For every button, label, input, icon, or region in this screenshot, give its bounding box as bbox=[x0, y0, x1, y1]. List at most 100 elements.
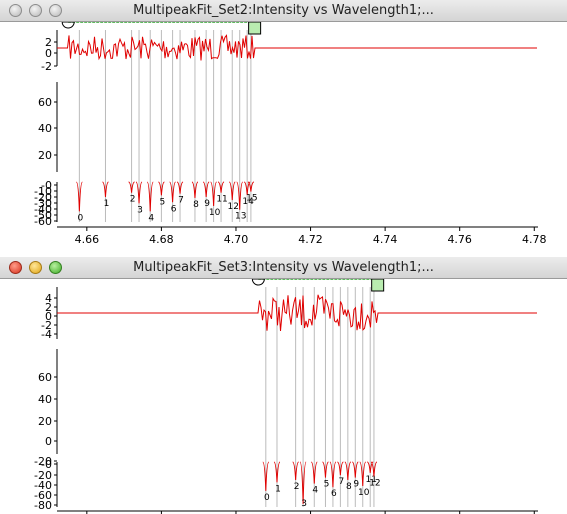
peak-label: 11 bbox=[216, 195, 227, 205]
y-tick-label: -0 bbox=[41, 179, 52, 192]
x-tick-label: 4.66 bbox=[75, 233, 100, 246]
window-title: MultipeakFit_Set3:Intensity vs Wavelengt… bbox=[133, 260, 434, 275]
peak-shape bbox=[128, 181, 135, 193]
peak-label: 4 bbox=[148, 213, 154, 223]
peak-shape bbox=[135, 181, 143, 204]
peak-label: 9 bbox=[204, 199, 210, 209]
peak-label: 0 bbox=[78, 213, 84, 223]
peak-label: 15 bbox=[246, 194, 257, 204]
peak-label: 13 bbox=[235, 212, 246, 222]
close-button[interactable] bbox=[9, 261, 22, 274]
y-tick-label: -80 bbox=[34, 499, 52, 512]
graph-window-set3[interactable]: MultipeakFit_Set3:Intensity vs Wavelengt… bbox=[0, 257, 567, 514]
peak-shape bbox=[210, 181, 218, 207]
y-tick-label: -40 bbox=[34, 479, 52, 492]
peak-label: 3 bbox=[301, 499, 307, 509]
cursor-b-icon bbox=[248, 22, 262, 35]
peak-shape bbox=[299, 461, 307, 505]
peak-shape bbox=[337, 461, 344, 476]
y-tick-label: -20 bbox=[34, 455, 52, 468]
multipeak-graph[interactable]: 420-2-46040200-20-0-20-40-60-804.664.684… bbox=[0, 279, 567, 514]
y-tick-label: 20 bbox=[38, 415, 52, 428]
peak-label: 10 bbox=[209, 208, 221, 218]
peak-label: 5 bbox=[324, 480, 330, 490]
peak-label: 11 bbox=[365, 475, 376, 485]
peak-label: 7 bbox=[339, 477, 345, 487]
y-tick-label: 40 bbox=[38, 122, 52, 135]
peak-shape bbox=[236, 181, 244, 210]
peak-label: 7 bbox=[178, 196, 184, 206]
peak-label: 3 bbox=[137, 205, 143, 215]
peak-shape bbox=[344, 461, 352, 481]
peak-label: 4 bbox=[312, 486, 318, 496]
y-tick-label: 0 bbox=[45, 310, 52, 323]
peak-shape bbox=[202, 181, 210, 197]
peak-shape bbox=[329, 461, 337, 488]
peak-shape bbox=[292, 461, 299, 481]
peak-label: 9 bbox=[353, 480, 359, 490]
zoom-button[interactable] bbox=[49, 261, 62, 274]
y-tick-label: 20 bbox=[38, 149, 52, 162]
peak-shape bbox=[217, 181, 225, 193]
peak-label: 6 bbox=[171, 204, 177, 214]
peak-label: 0 bbox=[264, 493, 270, 503]
residual-trace bbox=[57, 34, 537, 61]
y-tick-label: 40 bbox=[38, 393, 52, 406]
y-tick-label: -30 bbox=[34, 197, 52, 210]
graph-window-set2[interactable]: MultipeakFit_Set2:Intensity vs Wavelengt… bbox=[0, 0, 567, 257]
peak-label: 1 bbox=[275, 484, 281, 494]
peak-shape bbox=[247, 181, 255, 192]
peak-label: 8 bbox=[193, 200, 199, 210]
peak-label: 5 bbox=[160, 197, 166, 207]
cursor-a-icon bbox=[251, 279, 265, 286]
peak-shape bbox=[146, 181, 154, 212]
peak-label: 12 bbox=[369, 478, 380, 488]
residual-trace bbox=[57, 294, 537, 332]
y-tick-label: -0 bbox=[41, 458, 52, 471]
y-tick-label: 4 bbox=[45, 292, 52, 305]
peak-label: 6 bbox=[331, 489, 337, 499]
x-tick-label: 4.68 bbox=[149, 233, 174, 246]
peak-shape bbox=[169, 181, 176, 203]
y-tick-label: 0 bbox=[45, 47, 52, 60]
y-tick-label: -10 bbox=[34, 185, 52, 198]
y-tick-label: -2 bbox=[41, 319, 52, 332]
zoom-button[interactable] bbox=[49, 4, 62, 17]
peak-label: 14 bbox=[242, 197, 254, 207]
peak-shape bbox=[228, 181, 236, 201]
title-bar[interactable]: MultipeakFit_Set2:Intensity vs Wavelengt… bbox=[0, 0, 567, 22]
y-tick-label: 2 bbox=[45, 301, 52, 314]
cursor-b-icon bbox=[371, 279, 385, 292]
y-tick-label: 60 bbox=[38, 96, 52, 109]
peak-shape bbox=[352, 461, 359, 478]
minimize-button[interactable] bbox=[29, 261, 42, 274]
peak-shape bbox=[75, 181, 83, 212]
cursor-a-icon bbox=[61, 22, 75, 29]
peak-label: 2 bbox=[294, 482, 300, 492]
peak-shape bbox=[322, 461, 329, 478]
peak-label: 2 bbox=[130, 195, 136, 205]
x-tick-label: 4.76 bbox=[447, 233, 472, 246]
peak-shape bbox=[158, 181, 165, 196]
peak-shape bbox=[176, 181, 184, 194]
peak-shape bbox=[310, 461, 318, 484]
peak-shape bbox=[370, 461, 378, 477]
y-tick-label: -2 bbox=[41, 60, 52, 73]
minimize-button[interactable] bbox=[29, 4, 42, 17]
y-tick-label: 60 bbox=[38, 371, 52, 384]
y-tick-label: -50 bbox=[34, 209, 52, 222]
peak-shape bbox=[262, 461, 270, 491]
peak-label: 1 bbox=[104, 199, 110, 209]
peak-label: 8 bbox=[346, 482, 352, 492]
window-title: MultipeakFit_Set2:Intensity vs Wavelengt… bbox=[133, 3, 434, 18]
x-tick-label: 4.70 bbox=[224, 233, 249, 246]
x-tick-label: 4.72 bbox=[298, 233, 323, 246]
close-button[interactable] bbox=[9, 4, 22, 17]
peak-shape bbox=[191, 181, 199, 199]
y-tick-label: -4 bbox=[41, 328, 52, 341]
title-bar[interactable]: MultipeakFit_Set3:Intensity vs Wavelengt… bbox=[0, 257, 567, 279]
y-tick-label: 0 bbox=[45, 435, 52, 448]
x-tick-label: 4.78 bbox=[522, 233, 547, 246]
y-tick-label: -20 bbox=[34, 191, 52, 204]
